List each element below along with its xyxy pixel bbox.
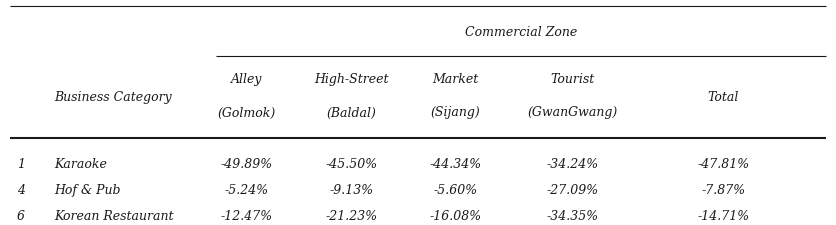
Text: -45.50%: -45.50% (325, 158, 377, 171)
Text: Business Category: Business Category (54, 91, 172, 104)
Text: (GwanGwang): (GwanGwang) (528, 106, 618, 119)
Text: High-Street: High-Street (314, 72, 389, 85)
Text: Commercial Zone: Commercial Zone (465, 26, 577, 39)
Text: Hof & Pub: Hof & Pub (54, 184, 121, 197)
Text: Karaoke: Karaoke (54, 158, 107, 171)
Text: -7.87%: -7.87% (701, 184, 745, 197)
Text: -44.34%: -44.34% (430, 158, 482, 171)
Text: 1: 1 (17, 158, 25, 171)
Text: -34.35%: -34.35% (547, 209, 599, 223)
Text: -49.89%: -49.89% (221, 158, 273, 171)
Text: 6: 6 (17, 209, 25, 223)
Text: Korean Restaurant: Korean Restaurant (54, 209, 174, 223)
Text: (Sijang): (Sijang) (431, 106, 481, 119)
Text: (Baldal): (Baldal) (326, 106, 376, 119)
Text: -12.47%: -12.47% (221, 209, 273, 223)
Text: -9.13%: -9.13% (329, 184, 373, 197)
Text: (Golmok): (Golmok) (217, 106, 276, 119)
Text: Market: Market (432, 72, 479, 85)
Text: Tourist: Tourist (551, 72, 594, 85)
Text: -34.24%: -34.24% (547, 158, 599, 171)
Text: -5.24%: -5.24% (225, 184, 268, 197)
Text: -16.08%: -16.08% (430, 209, 482, 223)
Text: Total: Total (707, 91, 739, 104)
Text: Alley: Alley (231, 72, 263, 85)
Text: -27.09%: -27.09% (547, 184, 599, 197)
Text: -14.71%: -14.71% (697, 209, 749, 223)
Text: -21.23%: -21.23% (325, 209, 377, 223)
Text: 4: 4 (17, 184, 25, 197)
Text: -5.60%: -5.60% (434, 184, 477, 197)
Text: -47.81%: -47.81% (697, 158, 749, 171)
